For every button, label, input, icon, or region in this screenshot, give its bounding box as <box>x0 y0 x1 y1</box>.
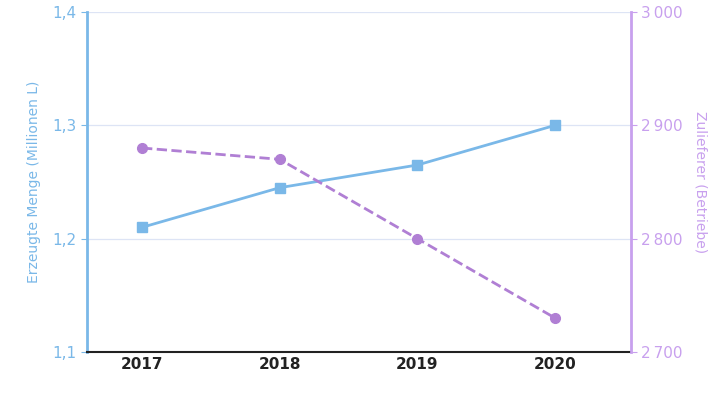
Y-axis label: Zulieferer (Betriebe): Zulieferer (Betriebe) <box>694 111 708 253</box>
Y-axis label: Erzeugte Menge (Millionen L): Erzeugte Menge (Millionen L) <box>28 81 41 283</box>
